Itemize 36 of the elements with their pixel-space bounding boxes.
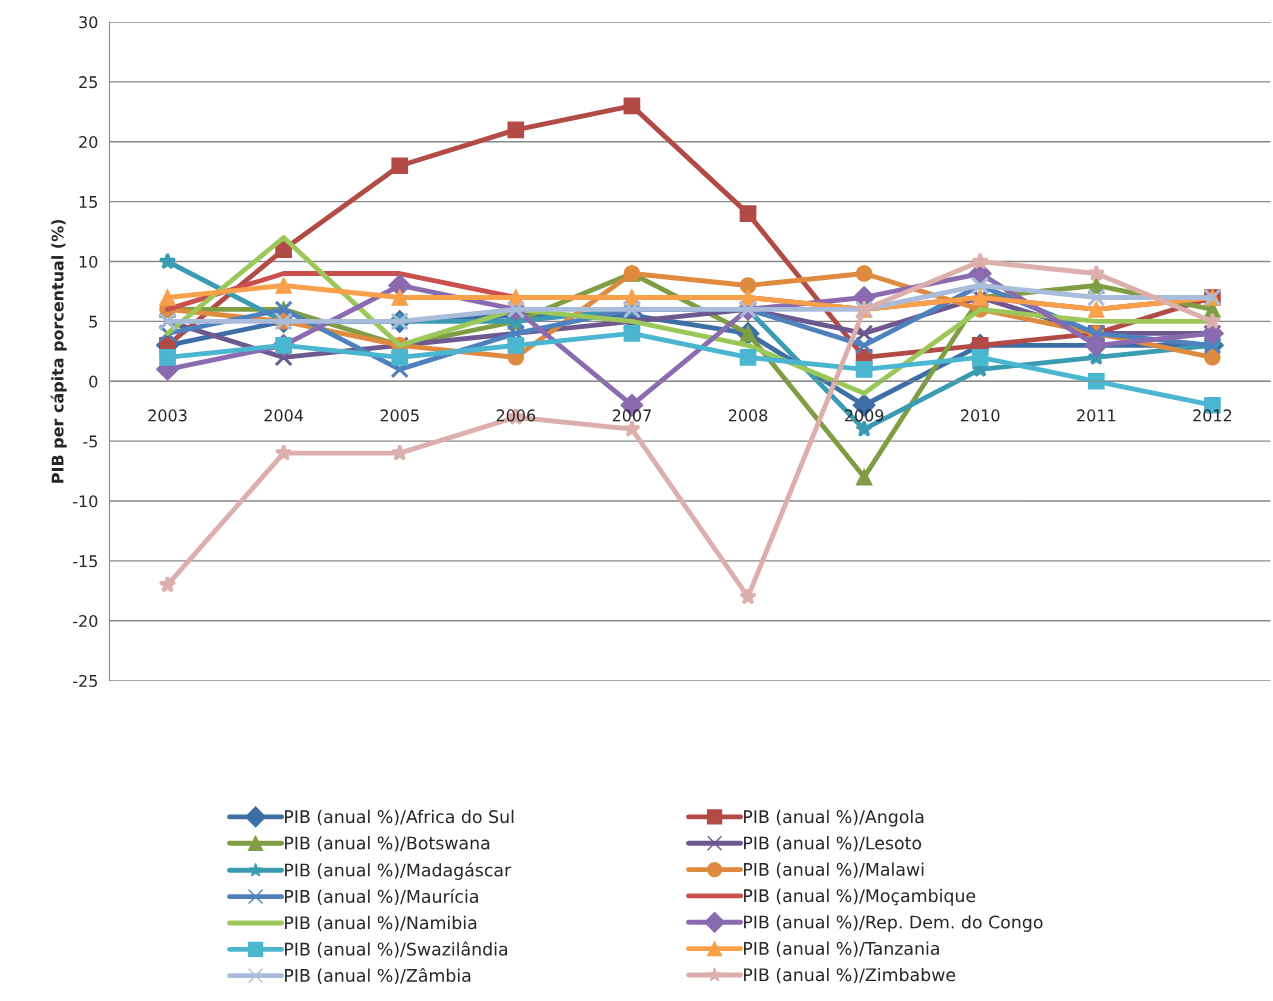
legend-label: PIB (anual %)/Africa do Sul — [285, 809, 514, 826]
legend-label: PIB (anual %)/Zimbabwe — [744, 967, 956, 984]
y-tick-label: 5 — [89, 315, 97, 328]
x-tick-label: 2004 — [264, 409, 304, 422]
legend-label: PIB (anual %)/Zâmbia — [285, 967, 471, 985]
legend-label: PIB (anual %)/Madagáscar — [285, 862, 512, 880]
x-tick-label: 2008 — [728, 409, 768, 422]
x-tick-label: 2006 — [496, 409, 536, 422]
legend-label: PIB (anual %)/Maurícia — [285, 888, 478, 905]
legend-label: PIB (anual %)/Rep. Dem. do Congo — [744, 915, 1043, 932]
legend-label: PIB (anual %)/Malawi — [744, 862, 924, 878]
y-tick-label: -20 — [73, 615, 98, 628]
legend-label: PIB (anual %)/Namibia — [285, 915, 477, 932]
x-tick-label: 2012 — [1193, 409, 1232, 422]
y-tick-label: 10 — [79, 255, 98, 268]
x-tick-label: 2007 — [612, 409, 651, 422]
legend-label: PIB (anual %)/Botswana — [285, 836, 490, 852]
x-tick-label: 2011 — [1077, 409, 1116, 422]
y-tick-label: -10 — [73, 495, 98, 508]
legend-label: PIB (anual %)/Moçambique — [744, 888, 976, 906]
y-tick-label: 25 — [79, 76, 97, 89]
y-axis-title: PIB per cápita porcentual (%) — [50, 219, 67, 483]
legend-label: PIB (anual %)/Angola — [744, 809, 924, 827]
y-tick-label: 15 — [79, 196, 97, 208]
y-tick-label: 0 — [89, 375, 98, 388]
x-tick-label: 2005 — [380, 409, 419, 422]
x-tick-label: 2003 — [148, 409, 187, 422]
y-tick-label: -15 — [73, 555, 97, 568]
x-tick-label: 2010 — [961, 409, 1000, 422]
legend-label: PIB (anual %)/Lesoto — [744, 836, 922, 852]
y-tick-label: -25 — [73, 674, 97, 687]
y-tick-label: 30 — [79, 16, 98, 29]
legend-label: PIB (anual %)/Tanzania — [744, 941, 939, 958]
legend-label: PIB (anual %)/Swazilândia — [285, 941, 508, 958]
y-tick-label: 20 — [79, 135, 98, 149]
y-tick-label: -5 — [83, 435, 97, 448]
